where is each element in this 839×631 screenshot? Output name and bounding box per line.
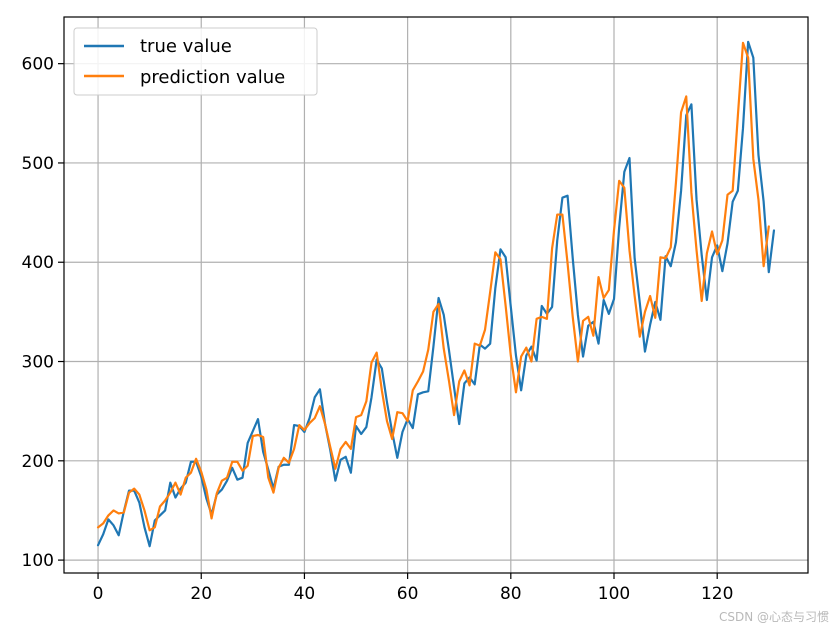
legend-label-prediction-value: prediction value bbox=[140, 67, 285, 88]
y-axis-ticks: 100 200 300 400 500 600 bbox=[22, 55, 64, 571]
series-line-prediction-value bbox=[96, 41, 770, 532]
y-tick-label: 100 bbox=[22, 551, 54, 571]
x-tick-label: 40 bbox=[294, 584, 316, 604]
y-tick-label: 500 bbox=[22, 154, 54, 174]
y-tick-label: 600 bbox=[22, 55, 54, 75]
x-tick-label: 20 bbox=[190, 584, 212, 604]
legend-label-true-value: true value bbox=[140, 36, 232, 57]
x-tick-label: 120 bbox=[701, 584, 733, 604]
watermark: CSDN @心态与习惯 bbox=[718, 610, 829, 624]
x-tick-label: 80 bbox=[500, 584, 522, 604]
x-tick-label: 0 bbox=[93, 584, 104, 604]
x-axis-ticks: 0 20 40 60 80 100 120 bbox=[93, 573, 733, 604]
plot-area-background bbox=[64, 17, 808, 573]
plot-frame bbox=[63, 16, 809, 574]
x-tick-label: 100 bbox=[598, 584, 630, 604]
legend: true value prediction value bbox=[73, 27, 318, 96]
y-tick-label: 300 bbox=[22, 353, 54, 373]
y-tick-label: 200 bbox=[22, 452, 54, 472]
x-tick-label: 60 bbox=[397, 584, 419, 604]
legend-box bbox=[73, 27, 318, 96]
series-lines bbox=[96, 40, 776, 548]
y-tick-label: 400 bbox=[22, 253, 54, 273]
